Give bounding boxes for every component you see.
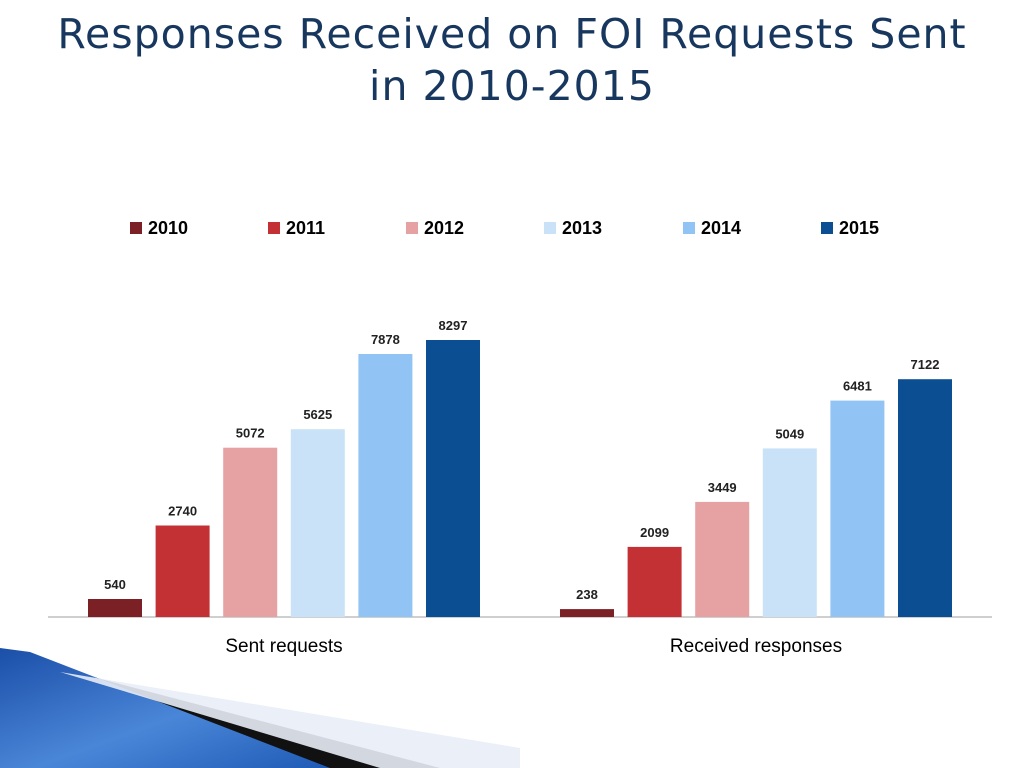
value-label-2011-received: 2099 xyxy=(640,525,669,540)
value-label-2012-received: 3449 xyxy=(708,480,737,495)
value-label-2013-sent: 5625 xyxy=(303,407,332,422)
bar-2014-sent xyxy=(358,354,413,617)
bar-2015-received xyxy=(898,379,952,617)
value-label-2010-received: 238 xyxy=(576,587,598,602)
value-label-2010-sent: 540 xyxy=(104,577,126,592)
bar-2012-sent xyxy=(223,447,278,617)
decor-pale-stripe xyxy=(60,672,520,768)
bar-2013-sent xyxy=(290,429,345,617)
slide-title: Responses Received on FOI Requests Sent … xyxy=(0,8,1024,112)
legend-swatch-2010 xyxy=(130,222,142,234)
value-label-2015-sent: 8297 xyxy=(439,318,468,333)
legend-label-2014: 2014 xyxy=(701,218,742,238)
bar-2010-sent xyxy=(88,599,142,617)
bar-2010-received xyxy=(560,609,614,617)
category-label-received-responses: Received responses xyxy=(670,636,842,657)
bar-chart: 540 2740 5072 5625 7878 8297 238 2099 3449 5049 64… xyxy=(48,318,992,657)
value-label-2014-sent: 7878 xyxy=(371,332,400,347)
value-label-2014-received: 6481 xyxy=(843,379,872,394)
value-label-2013-received: 5049 xyxy=(775,426,804,441)
bar-2011-sent xyxy=(155,525,210,617)
legend-label-2013: 2013 xyxy=(562,218,603,238)
category-label-sent-requests: Sent requests xyxy=(225,636,342,657)
legend-swatch-2015 xyxy=(821,222,833,234)
title-line-2: in 2010-2015 xyxy=(369,62,655,110)
legend-swatch-2012 xyxy=(406,222,418,234)
bars-layer xyxy=(88,340,952,617)
bar-2013-received xyxy=(762,448,817,617)
chart-legend: 2010 2011 2012 2013 2014 2015 xyxy=(0,216,1024,240)
legend-swatch-2014 xyxy=(683,222,695,234)
legend-swatch-2013 xyxy=(544,222,556,234)
legend-label-2011: 2011 xyxy=(286,218,326,238)
bar-2012-received xyxy=(695,501,750,617)
title-line-1: Responses Received on FOI Requests Sent xyxy=(57,10,967,58)
value-label-2015-received: 7122 xyxy=(911,357,940,372)
value-label-2012-sent: 5072 xyxy=(236,426,265,441)
bar-2011-received xyxy=(627,546,682,617)
bar-2015-sent xyxy=(426,340,480,617)
value-label-2011-sent: 2740 xyxy=(168,504,197,519)
value-labels-layer: 540 2740 5072 5625 7878 8297 238 2099 3449 5049 64… xyxy=(104,318,939,602)
legend-label-2015: 2015 xyxy=(839,218,880,238)
bar-2014-received xyxy=(830,400,885,617)
legend-swatch-2011 xyxy=(268,222,280,234)
legend-label-2010: 2010 xyxy=(148,218,189,238)
legend-label-2012: 2012 xyxy=(424,218,465,238)
decor-blue-wedge xyxy=(0,648,330,768)
